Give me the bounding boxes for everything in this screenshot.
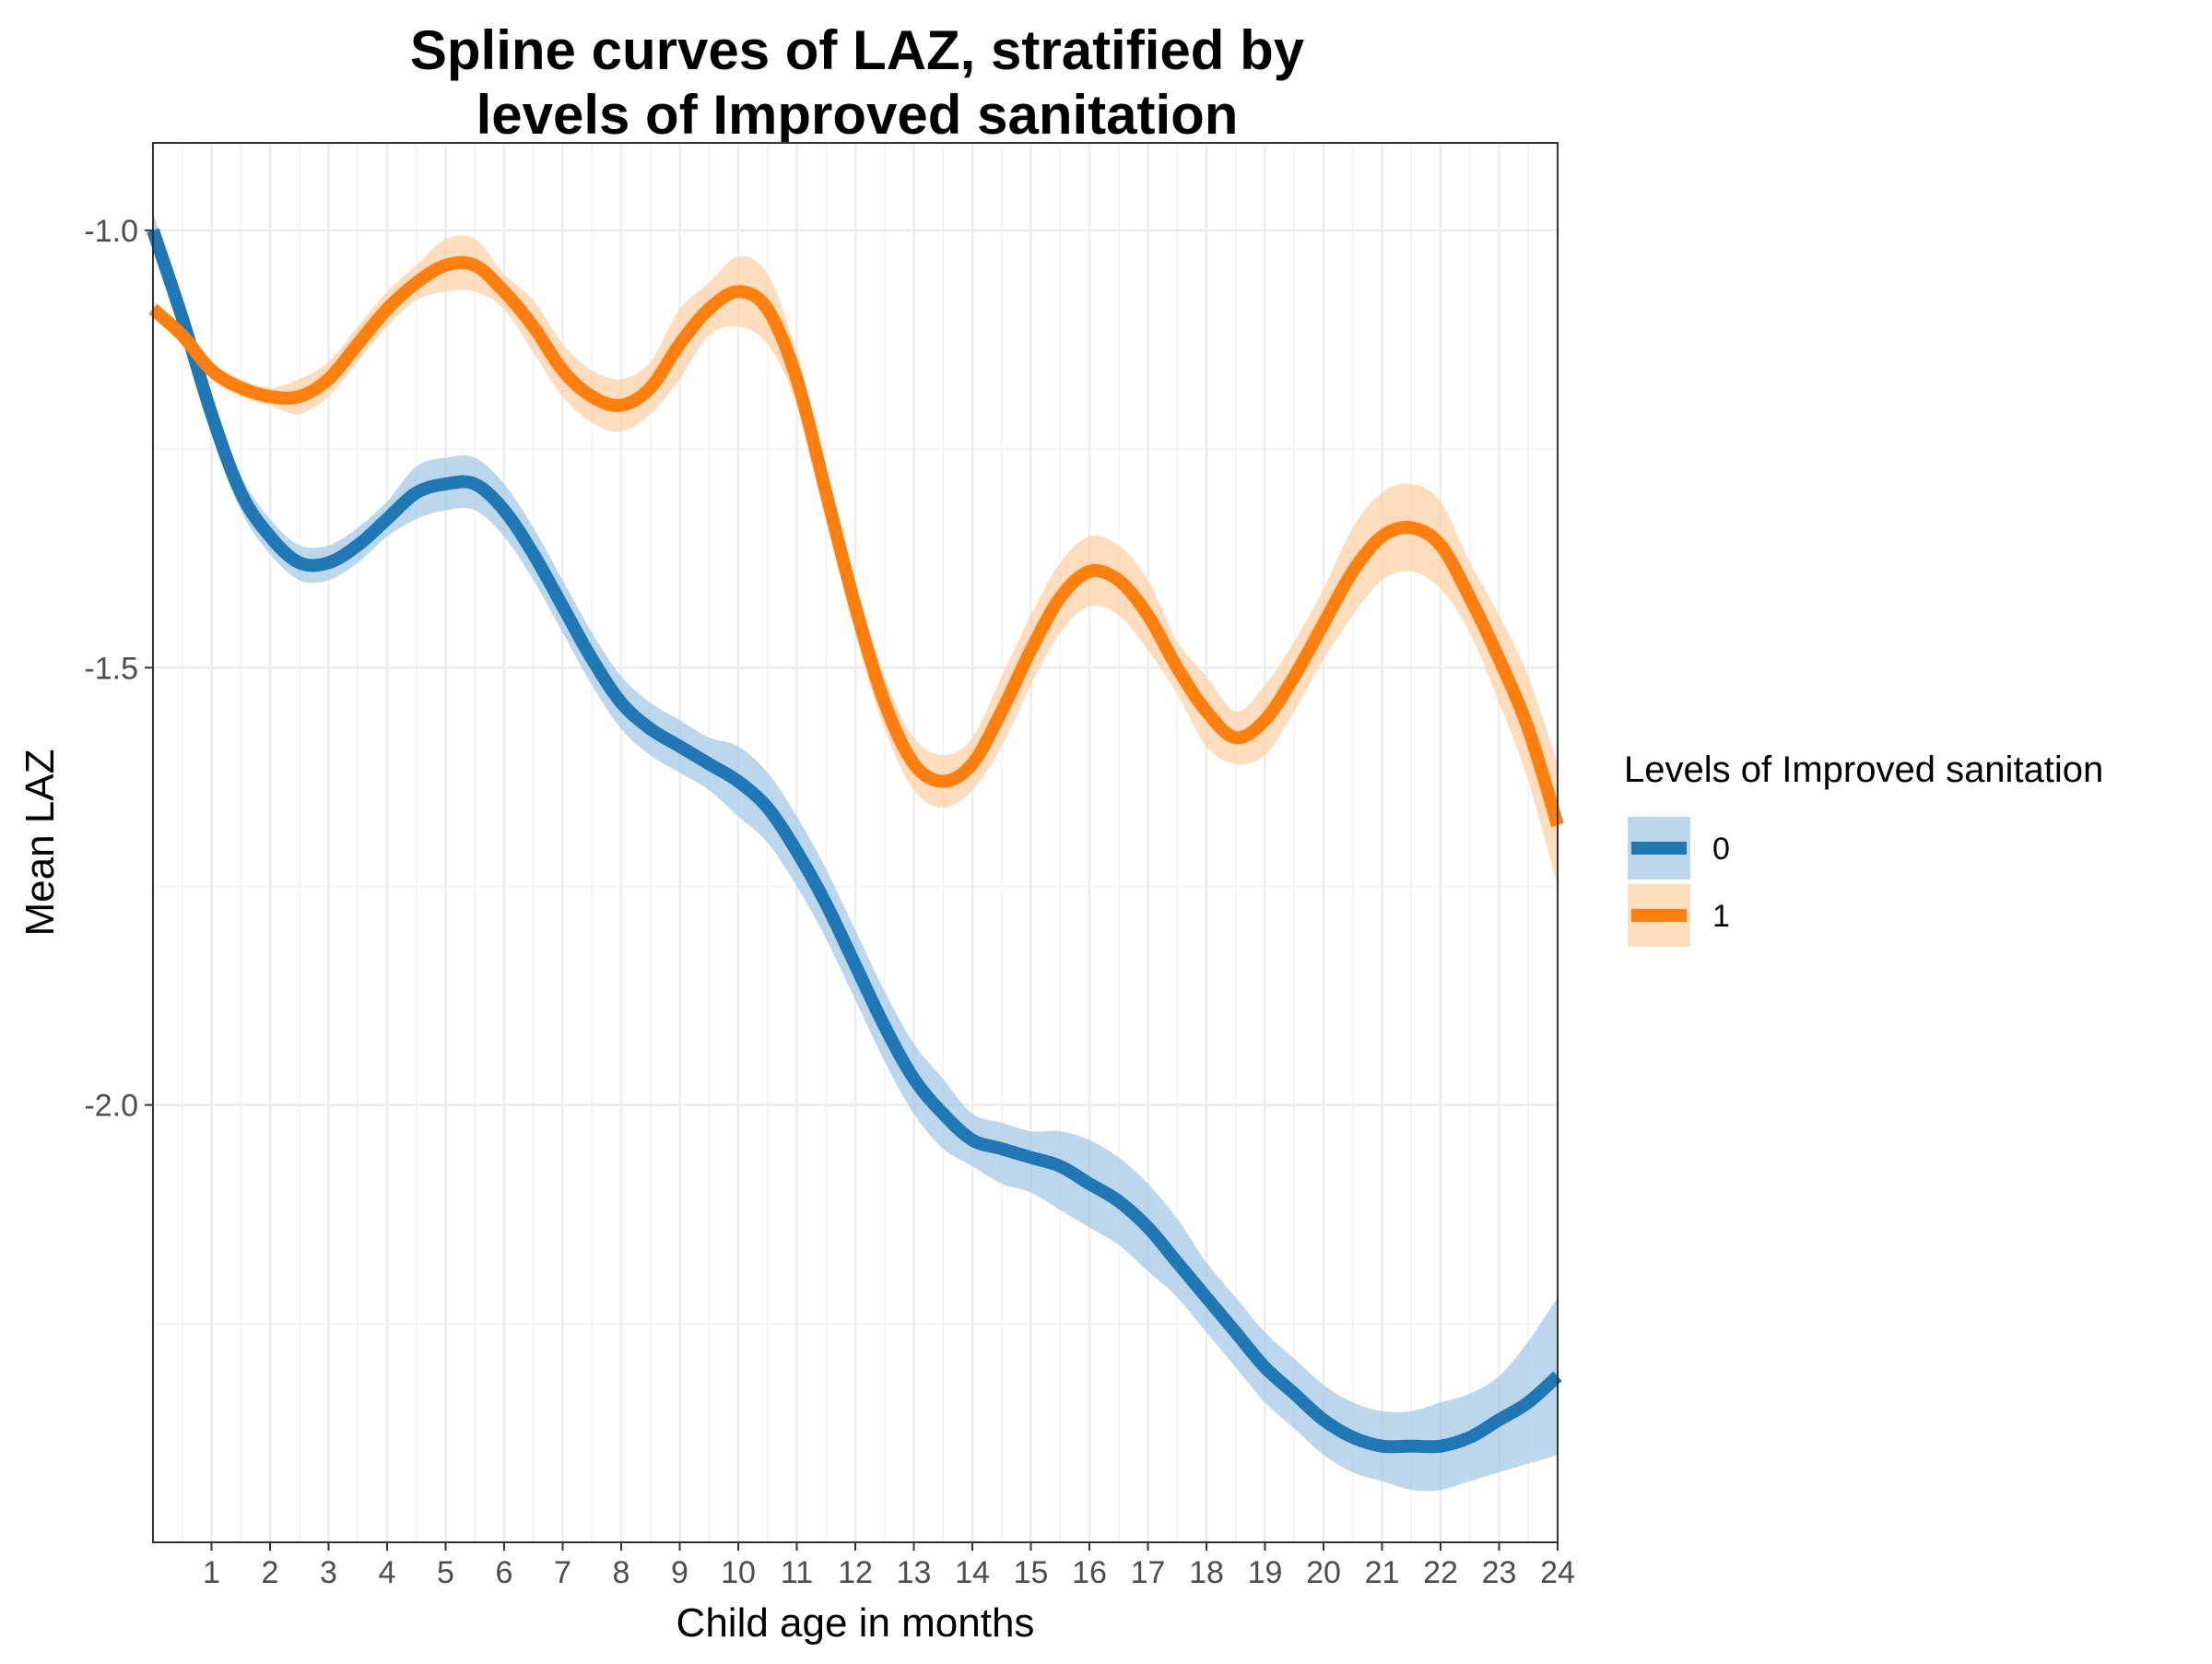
x-tick-label: 24 — [1540, 1555, 1575, 1590]
x-tick-label: 21 — [1365, 1555, 1400, 1590]
confidence-band-series-0 — [153, 212, 1558, 1492]
x-tick-label: 8 — [613, 1555, 630, 1590]
x-tick-label: 2 — [262, 1555, 279, 1590]
x-tick-label: 7 — [554, 1555, 571, 1590]
series-lines — [147, 228, 1564, 1454]
y-axis-title: Mean LAZ — [18, 749, 63, 937]
x-tick-label: 16 — [1072, 1555, 1107, 1590]
legend-items: 01 — [1628, 817, 1730, 947]
y-tick-label: -1.0 — [84, 214, 138, 249]
chart-title-line-1: Spline curves of LAZ, stratified by — [410, 19, 1305, 81]
x-tick-label: 12 — [838, 1555, 873, 1590]
x-tick-label: 23 — [1482, 1555, 1517, 1590]
x-tick-label: 13 — [897, 1555, 932, 1590]
series-line-1 — [148, 255, 1564, 828]
series-line-0 — [147, 228, 1562, 1454]
legend-title: Levels of Improved sanitation — [1624, 749, 2103, 790]
x-tick-label: 11 — [781, 1555, 813, 1590]
legend-label-1: 1 — [1712, 899, 1730, 934]
x-tick-label: 5 — [437, 1555, 454, 1590]
x-tick-label: 22 — [1423, 1555, 1458, 1590]
y-axis: -1.0 -1.5 -2.0 — [84, 214, 153, 1124]
x-tick-label: 10 — [721, 1555, 756, 1590]
legend-label-0: 0 — [1712, 832, 1730, 867]
x-tick-label: 9 — [671, 1555, 688, 1590]
plot-panel — [147, 142, 1564, 1543]
x-tick-label: 15 — [1014, 1555, 1049, 1590]
x-tick-label: 19 — [1248, 1555, 1283, 1590]
x-tick-label: 17 — [1131, 1555, 1166, 1590]
y-tick-label: -2.0 — [84, 1089, 138, 1124]
chart-title-line-2: levels of Improved sanitation — [477, 84, 1239, 146]
x-tick-label: 4 — [379, 1555, 396, 1590]
x-tick-label: 3 — [320, 1555, 337, 1590]
confidence-band-series-1 — [153, 235, 1558, 887]
x-tick-label: 18 — [1189, 1555, 1224, 1590]
confidence-bands — [153, 212, 1558, 1492]
x-tick-label: 20 — [1306, 1555, 1341, 1590]
x-tick-label: 1 — [203, 1555, 220, 1590]
legend: Levels of Improved sanitation 01 — [1624, 749, 2103, 947]
y-tick-label: -1.5 — [84, 651, 138, 686]
x-tick-label: 6 — [496, 1555, 513, 1590]
x-axis: 1 2 3 4 5 6 7 8 9 10 11 12 13 14 15 16 17 18 19 20 21 22 23 24 — [203, 1542, 1575, 1590]
x-tick-label: 14 — [955, 1555, 990, 1590]
x-axis-title: Child age in months — [677, 1600, 1035, 1646]
